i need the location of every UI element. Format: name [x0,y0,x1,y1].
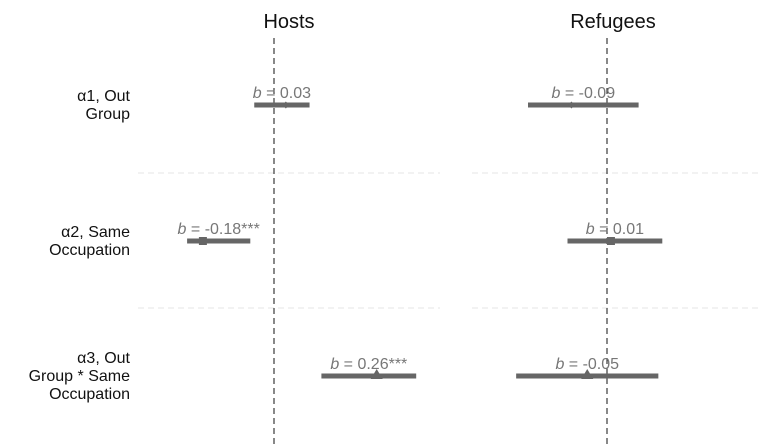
point-hosts-2 [198,237,207,245]
estimate-label-hosts-3: b = 0.26*** [330,356,407,373]
estimate-label-refugees-3: b = -0.05 [555,356,619,373]
point-refugees-1 [567,101,575,109]
estimate-label-hosts-1: b = 0.03 [253,85,311,102]
point-refugees-2 [606,237,615,245]
panel-title-refugees: Refugees [570,11,656,33]
estimate-label-refugees-2: b = 0.01 [586,221,644,238]
point-refugees-3 [581,369,594,379]
row-label-1: α1, Out Group [77,88,130,123]
row-label-3: α3, Out Group * Same Occupation [29,350,131,403]
point-hosts-1 [282,101,290,109]
point-hosts-3 [370,369,383,379]
row-label-2: α2, Same Occupation [49,224,130,259]
estimate-label-refugees-1: b = -0.09 [551,85,615,102]
panel-title-hosts: Hosts [263,11,314,33]
estimate-label-hosts-2: b = -0.18*** [178,221,260,238]
